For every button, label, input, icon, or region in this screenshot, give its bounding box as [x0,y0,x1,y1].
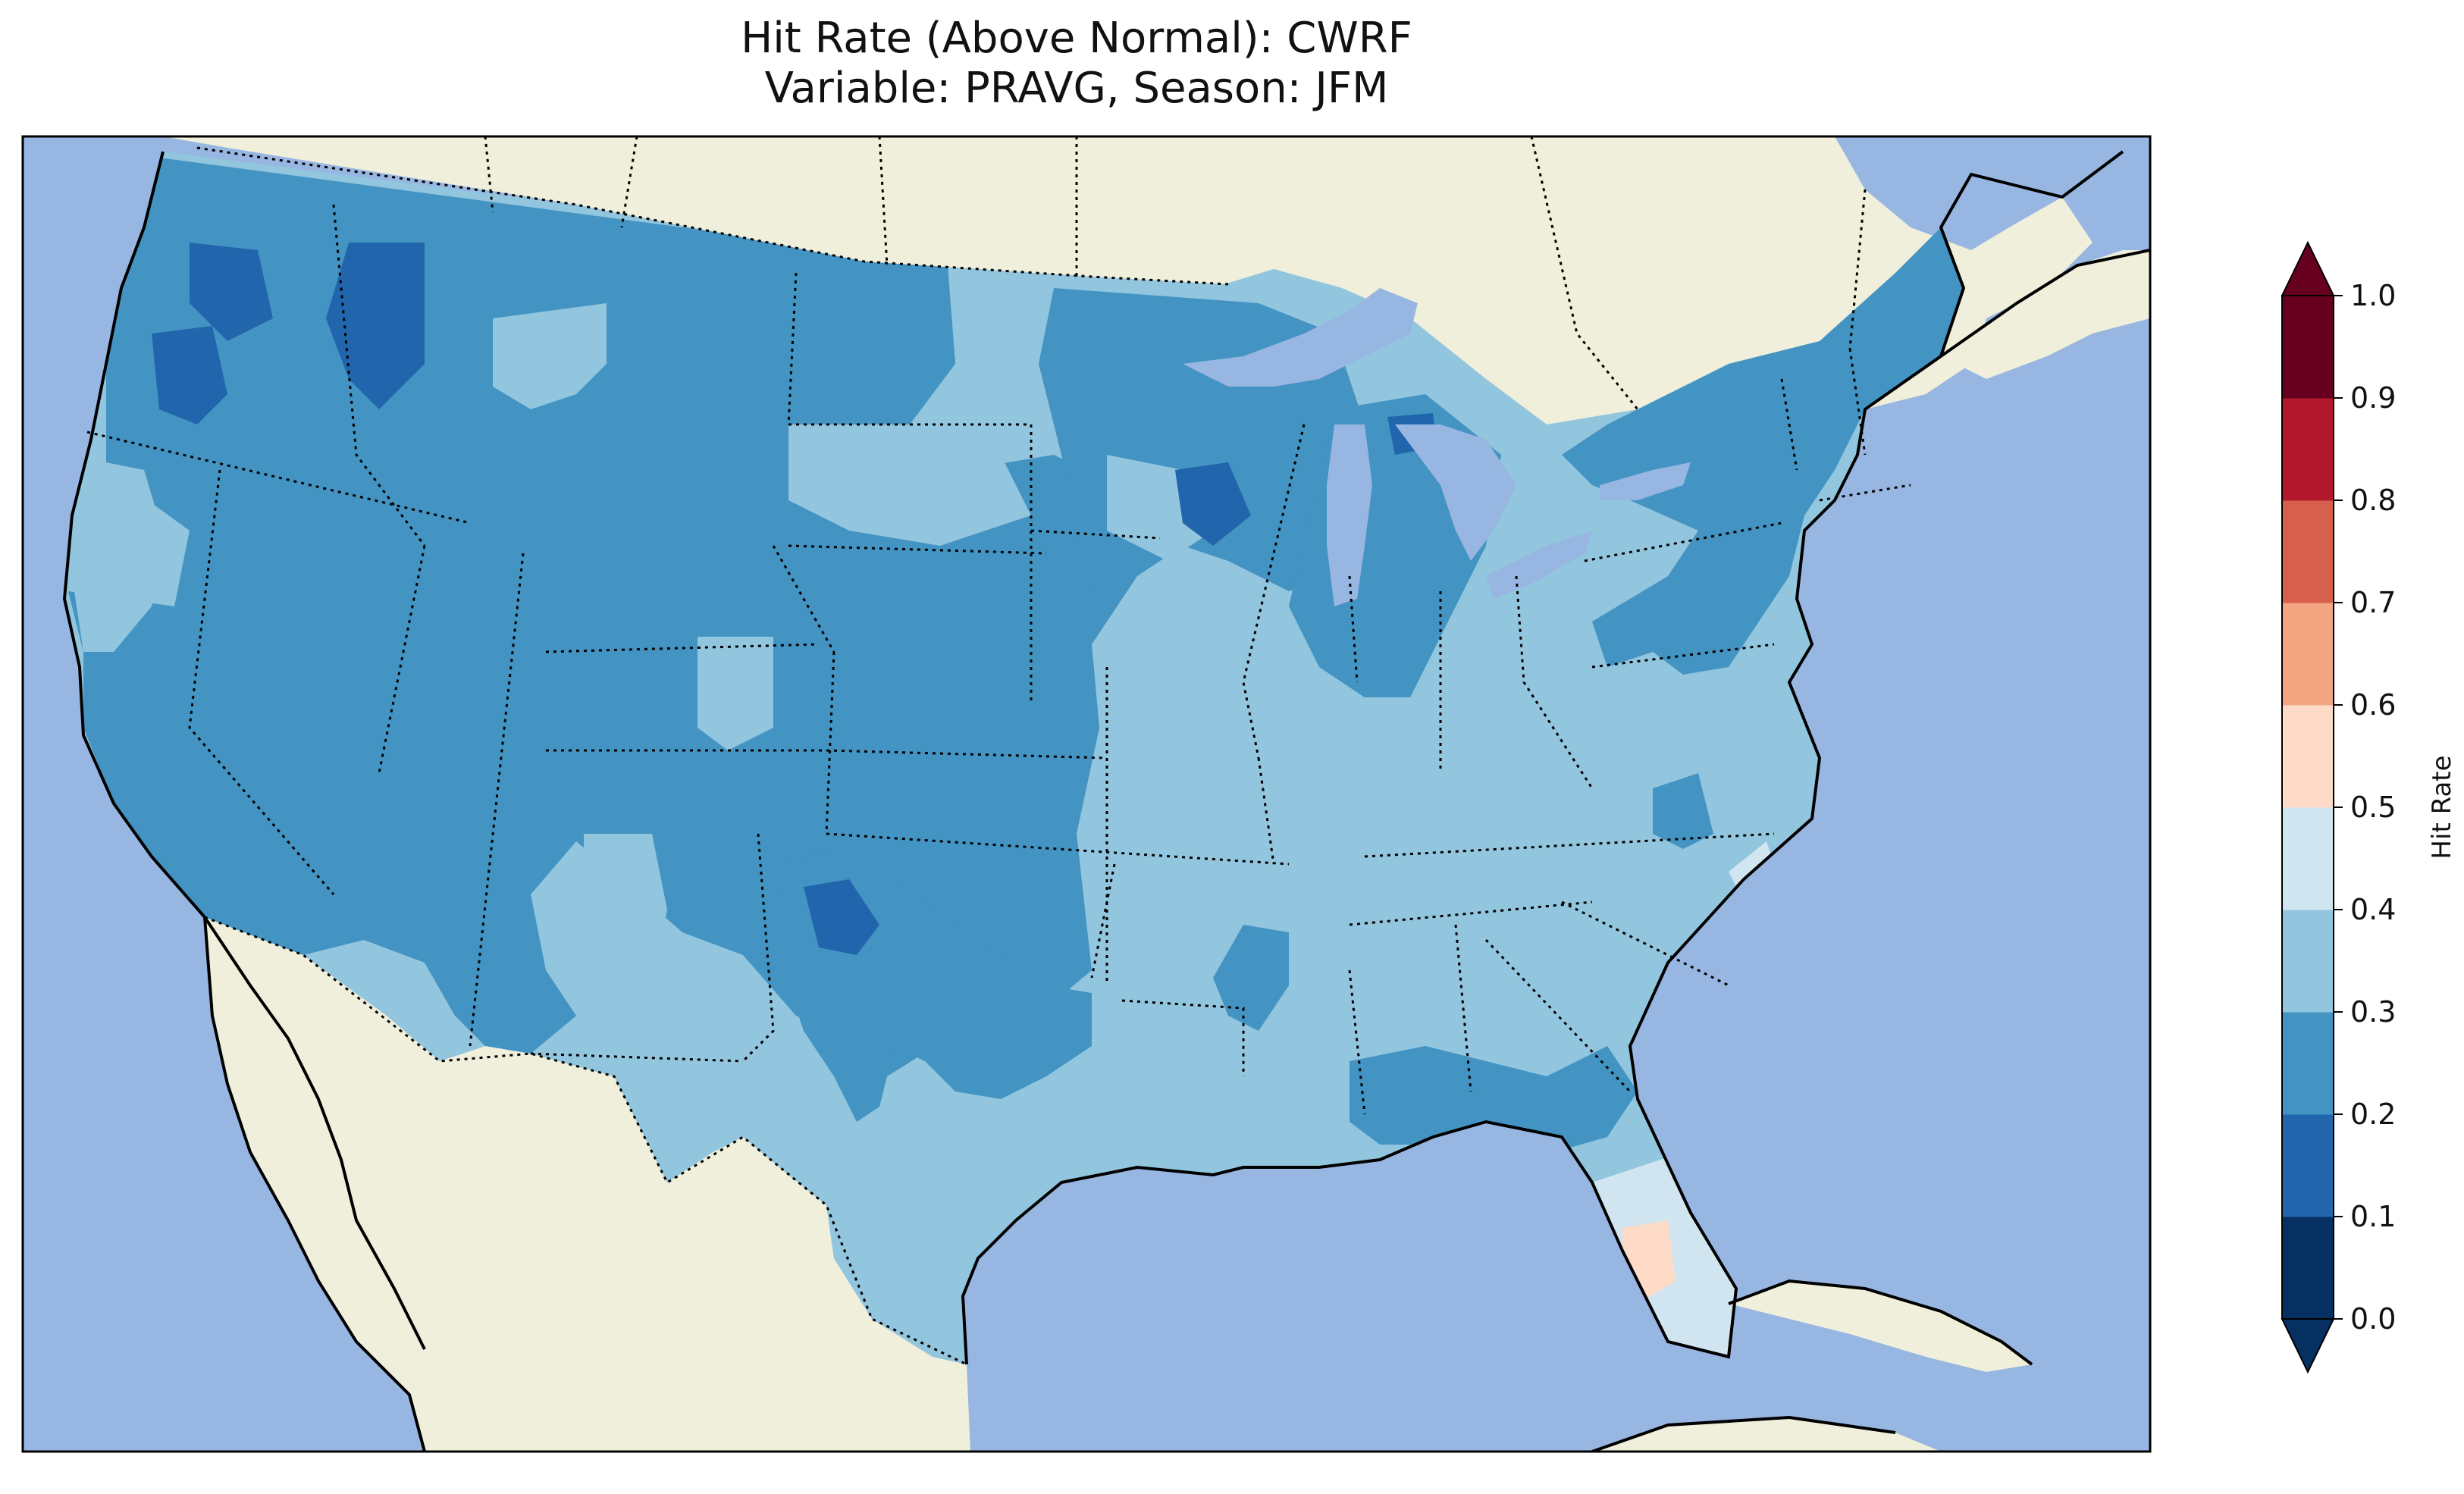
map-title: Hit Rate (Above Normal): CWRF Variable: … [0,14,2153,114]
class-0.2-0.3-virginia [1653,773,1713,849]
class-0.3-0.4-montana [493,303,607,409]
class-0.1-0.2-oklahoma [804,879,879,955]
map-frame [21,135,2152,1453]
class-0.2-0.3-gulf [1350,1046,1638,1152]
lake-huron [1395,424,1516,561]
title-line-1: Hit Rate (Above Normal): CWRF [741,14,1412,63]
cuba-island [1729,1281,2032,1372]
title-line-2: Variable: PRAVG, Season: JFM [764,64,1389,113]
canada-landmass [163,136,2093,424]
class-0.1-0.2-oregon [152,326,227,424]
coastlines [62,150,2150,1452]
lake-erie [1486,531,1592,599]
class-0.3-0.4-california [68,455,167,652]
class-0.1-0.2-washington [190,243,273,341]
class-0.2-0.3-arkansas [1213,925,1289,1031]
class-0.2-0.3-northeast [1562,227,1964,675]
great-lakes [1183,288,1691,606]
lake-superior [1183,288,1418,387]
south-america-edge [1592,1417,1941,1452]
class-0.3-0.4-colorado [698,637,773,750]
class-0.1-0.2-wisconsin [1175,462,1251,546]
lake-ontario [1600,462,1691,500]
class-0.3-0.4-new-mexico [584,834,667,1001]
baja-peninsula [205,917,425,1364]
class-0.1-0.2-idaho [326,243,425,409]
class-0.2-0.3-west [68,152,1137,1076]
class-0.3-0.4-nebraska [788,424,1031,546]
country-borders [196,136,1867,1366]
lake-michigan [1327,424,1372,606]
state-borders [86,204,1911,1115]
atlantic-canada-land [1941,250,2150,379]
